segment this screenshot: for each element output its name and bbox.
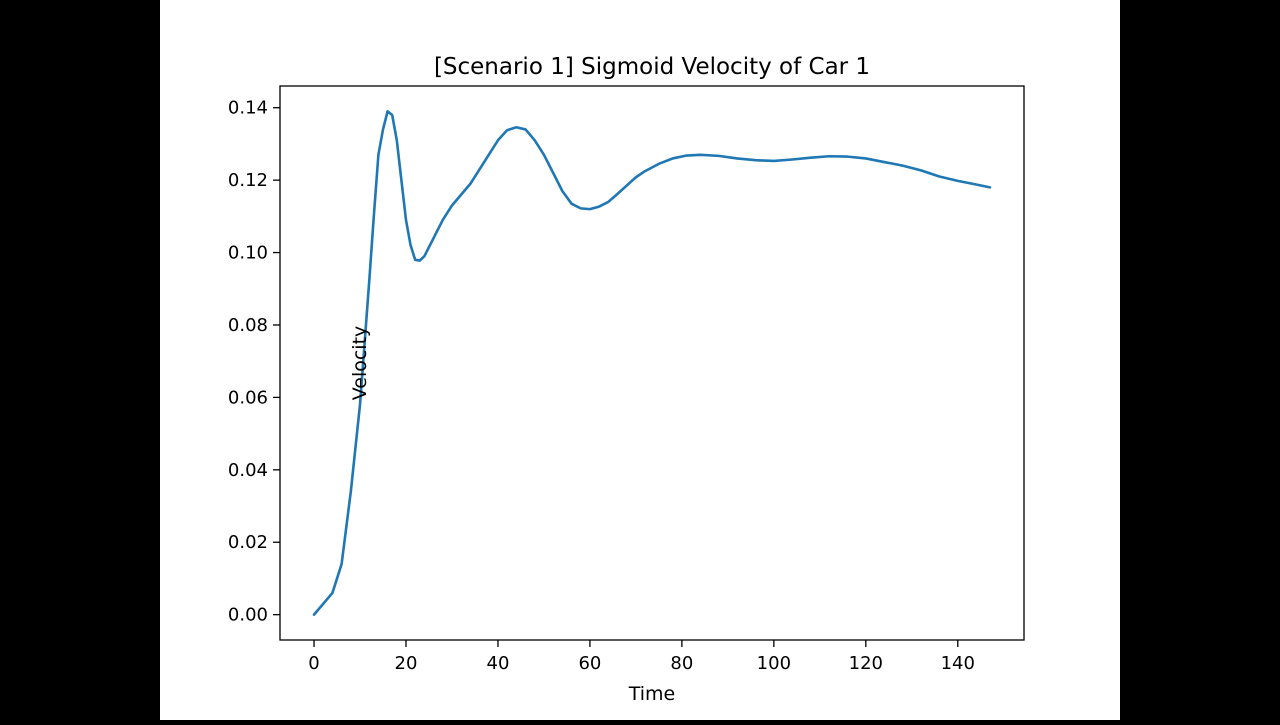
x-axis-label: Time xyxy=(628,683,676,705)
y-axis-label: Velocity xyxy=(349,326,371,401)
series-line xyxy=(312,110,992,616)
y-tick-label: 0.14 xyxy=(228,98,268,119)
chart-title: [Scenario 1] Sigmoid Velocity of Car 1 xyxy=(434,54,870,80)
x-tick-label: 40 xyxy=(487,653,510,674)
line-chart: [Scenario 1] Sigmoid Velocity of Car 1 0… xyxy=(228,54,1025,705)
y-tick-label: 0.12 xyxy=(228,170,268,191)
x-tick-label: 20 xyxy=(395,653,418,674)
x-tick-label: 0 xyxy=(308,653,319,674)
x-tick-label: 60 xyxy=(578,653,601,674)
axis-ticks: 0 20 40 60 80 100 120 140 0.00 0.02 0.04 0.06 0.08 0.… xyxy=(228,98,975,674)
x-tick-label: 80 xyxy=(670,653,693,674)
y-tick-label: 0.08 xyxy=(228,315,268,336)
x-tick-label: 100 xyxy=(757,653,791,674)
x-tick-label: 140 xyxy=(941,653,975,674)
figure: [Scenario 1] Sigmoid Velocity of Car 1 0… xyxy=(160,0,1120,720)
plot-frame xyxy=(279,85,1025,641)
y-tick-label: 0.02 xyxy=(228,532,268,553)
y-tick-label: 0.04 xyxy=(228,460,268,481)
x-tick-label: 120 xyxy=(849,653,883,674)
y-tick-label: 0.00 xyxy=(228,605,268,626)
y-tick-label: 0.06 xyxy=(228,387,268,408)
y-tick-label: 0.10 xyxy=(228,243,268,264)
